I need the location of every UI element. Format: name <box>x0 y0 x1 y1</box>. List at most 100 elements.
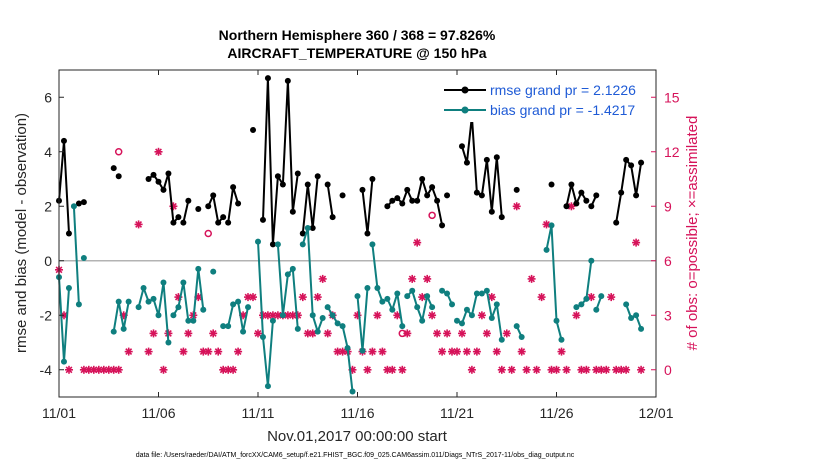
bias-point <box>628 314 635 321</box>
rmse-point <box>638 159 645 166</box>
rmse-point <box>210 192 217 199</box>
y-tick-label: 2 <box>44 198 52 214</box>
bias-point <box>80 255 87 262</box>
bias-point <box>225 323 232 330</box>
obs-assimilated-marker <box>363 365 372 374</box>
y2-tick-label: 9 <box>664 198 672 214</box>
rmse-point <box>478 192 485 199</box>
rmse-point <box>618 189 625 196</box>
rmse-point <box>180 219 187 226</box>
asterisk-stroke <box>453 348 461 356</box>
bias-line-segment <box>545 224 563 341</box>
asterisk-stroke <box>214 348 222 356</box>
bias-point <box>419 317 426 324</box>
asterisk-stroke <box>160 366 167 374</box>
obs-assimilated-marker <box>288 311 297 320</box>
bias-point <box>439 287 446 294</box>
asterisk-stroke <box>563 366 570 374</box>
asterisk-stroke <box>443 329 451 337</box>
asterisk-stroke <box>199 348 207 356</box>
asterisk-stroke <box>209 329 217 337</box>
bias-point <box>155 312 162 319</box>
legend-rmse-marker <box>461 86 469 94</box>
plot-area <box>59 70 656 397</box>
legend-bias-label: bias grand pr = -1.4217 <box>490 102 635 118</box>
bias-point <box>339 323 346 330</box>
asterisk-stroke <box>254 329 262 337</box>
bias-point <box>553 317 560 324</box>
rmse-point <box>150 171 157 178</box>
rmse-point <box>424 192 431 199</box>
asterisk-stroke <box>393 311 401 319</box>
asterisk-stroke <box>398 366 406 374</box>
rmse-point <box>583 197 590 204</box>
asterisk-stroke <box>234 348 242 356</box>
legend-rmse-label: rmse grand pr = 2.1226 <box>490 82 636 98</box>
obs-assimilated-marker <box>458 329 466 338</box>
asterisk-stroke <box>612 366 620 374</box>
asterisk-stroke <box>373 311 381 319</box>
bias-point <box>399 323 406 330</box>
obs-assimilated-marker <box>398 365 407 374</box>
bias-point <box>344 344 351 351</box>
bias-point <box>279 312 286 319</box>
rmse-point <box>548 181 555 188</box>
bias-point <box>638 325 645 332</box>
asterisk-stroke <box>204 348 212 356</box>
bias-point <box>294 325 301 332</box>
chart-subtitle: AIRCRAFT_TEMPERATURE @ 150 hPa <box>227 45 486 61</box>
bias-point <box>478 290 485 297</box>
obs-assimilated-marker <box>527 274 536 283</box>
bias-point <box>195 265 202 272</box>
asterisk-stroke <box>597 366 605 374</box>
rmse-point <box>324 181 331 188</box>
bias-point <box>389 306 396 313</box>
asterisk-stroke <box>264 311 272 319</box>
bias-point <box>230 301 237 308</box>
asterisk-stroke <box>274 311 282 319</box>
bias-line-segment <box>485 290 503 340</box>
bias-point <box>324 304 331 311</box>
bias-point <box>394 290 401 297</box>
bias-point <box>65 285 72 291</box>
rmse-point <box>623 156 630 163</box>
bias-point <box>329 312 336 319</box>
asterisk-stroke <box>438 348 446 356</box>
rmse-point <box>389 197 396 204</box>
asterisk-stroke <box>478 311 486 319</box>
bias-point <box>110 328 117 335</box>
asterisk-stroke <box>508 366 516 374</box>
asterisk-stroke <box>523 366 531 374</box>
obs-assimilated-marker <box>209 329 218 338</box>
rmse-point <box>628 162 635 169</box>
asterisk-stroke <box>637 366 645 374</box>
obs-assimilated-marker <box>512 202 521 211</box>
bias-point <box>359 347 366 354</box>
obs-assimilated-marker <box>313 293 322 302</box>
bias-point <box>488 314 495 321</box>
bias-point <box>289 265 296 272</box>
rmse-point <box>573 200 580 207</box>
obs-assimilated-marker <box>378 347 387 356</box>
x-tick-label: 11/16 <box>341 405 375 421</box>
asterisk-stroke <box>558 348 565 356</box>
asterisk-stroke <box>413 239 421 247</box>
bias-point <box>309 312 316 319</box>
obs-assimilated-marker <box>179 347 188 356</box>
asterisk-stroke <box>503 329 511 337</box>
obs-assimilated-marker <box>229 365 238 374</box>
asterisk-stroke <box>498 366 506 374</box>
obs-assimilated-marker <box>159 365 168 374</box>
obs-assimilated-marker <box>572 311 581 320</box>
obs-assimilated-marker <box>413 238 422 247</box>
y2-tick-label: 0 <box>664 362 672 378</box>
asterisk-stroke <box>418 293 426 301</box>
asterisk-stroke <box>572 311 580 319</box>
rmse-point <box>364 230 371 237</box>
y-tick-label: 6 <box>44 89 52 105</box>
x-axis-label: Nov.01,2017 00:00:00 start <box>267 428 448 445</box>
bias-point <box>160 279 167 286</box>
obs-assimilated-marker <box>234 347 243 356</box>
rmse-point <box>384 203 391 210</box>
obs-assimilated-marker <box>184 329 193 338</box>
